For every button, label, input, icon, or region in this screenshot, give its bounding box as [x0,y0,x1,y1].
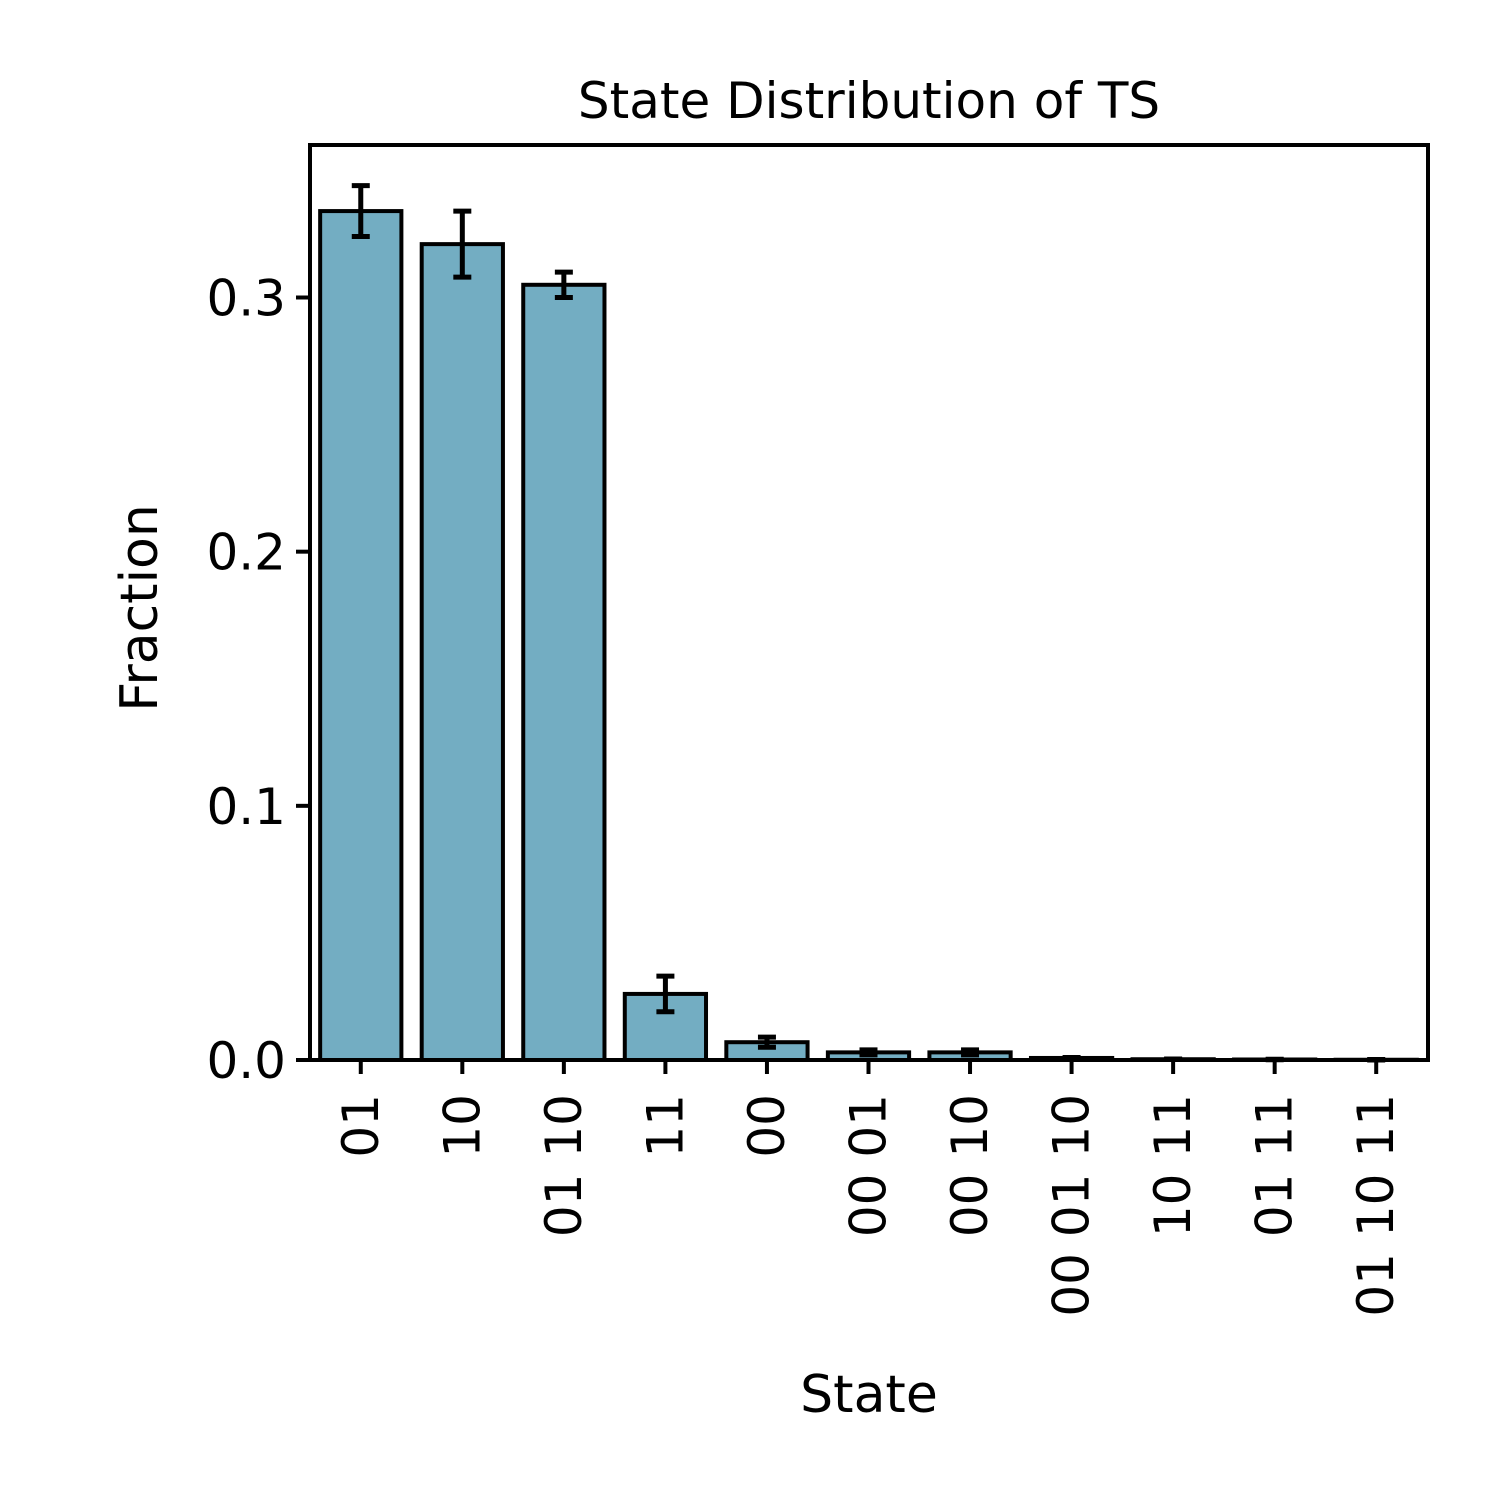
bar-2 [521,282,607,1062]
x-axis-label: State [800,1365,938,1425]
x-tick-label-4: 00 [738,1094,796,1158]
error-bar-5 [859,1047,878,1058]
y-tick-label-0: 0.0 [206,1032,286,1090]
y-tick-label-2: 0.2 [206,524,286,582]
bar-1 [419,242,505,1062]
x-tick-label-6: 00 10 [941,1094,999,1237]
x-tick-label-10: 01 10 11 [1347,1094,1405,1317]
error-bar-3 [656,973,675,1015]
x-tick-label-8: 10 11 [1144,1094,1202,1237]
x-tick-label-2: 01 10 [535,1094,593,1237]
x-tick-label-0: 01 [332,1094,390,1158]
y-axis-label: Fraction [110,504,170,712]
error-bar-6 [961,1047,980,1058]
x-tick-label-1: 10 [433,1094,491,1158]
x-axis: 01 10 01 10 11 00 00 01 00 10 00 01 10 10 11 01 1… [332,1060,1405,1317]
error-bars-group [351,183,1386,1063]
x-tick-label-5: 00 01 [839,1094,897,1237]
bar-0 [318,209,404,1063]
y-axis: 0.0 0.1 0.2 0.3 [206,270,310,1090]
error-bar-1 [453,208,472,280]
chart-title: State Distribution of TS [578,72,1160,130]
error-bar-2 [554,269,573,300]
y-tick-label-3: 0.3 [206,270,286,328]
error-bar-0 [351,183,370,239]
x-tick-label-7: 00 01 10 [1043,1094,1101,1317]
x-tick-label-9: 01 11 [1246,1094,1304,1237]
y-tick-label-1: 0.1 [206,778,286,836]
x-tick-label-3: 11 [636,1094,694,1158]
bars-group [318,209,1419,1063]
error-bar-4 [757,1034,776,1050]
